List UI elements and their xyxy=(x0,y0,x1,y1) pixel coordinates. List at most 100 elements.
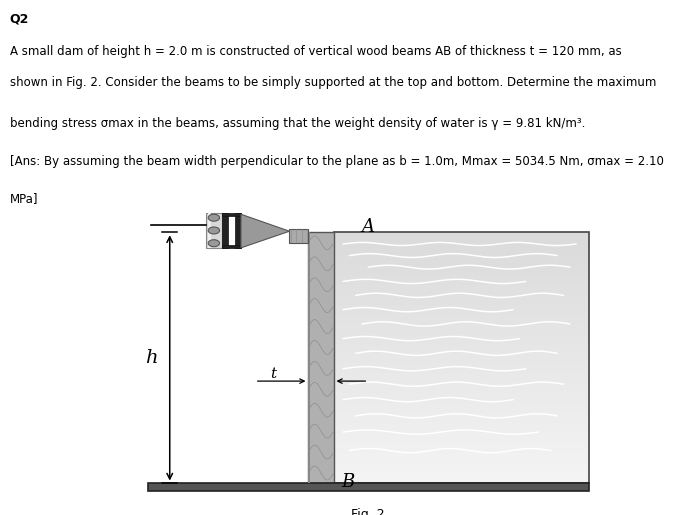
Bar xyxy=(334,455,589,458)
Bar xyxy=(334,478,589,481)
Bar xyxy=(334,355,589,358)
Bar xyxy=(148,483,589,491)
Bar xyxy=(334,428,589,431)
Text: t: t xyxy=(271,367,277,381)
Bar xyxy=(334,435,589,438)
Text: Q2: Q2 xyxy=(10,12,29,25)
Bar xyxy=(334,232,589,484)
Bar xyxy=(222,245,241,248)
Bar xyxy=(334,328,589,330)
Bar xyxy=(334,431,589,433)
Bar xyxy=(334,375,589,378)
Bar xyxy=(334,333,589,335)
Bar xyxy=(334,475,589,478)
Text: Fig. 2: Fig. 2 xyxy=(351,508,385,515)
Bar xyxy=(334,242,589,245)
Text: A small dam of height h = 2.0 m is constructed of vertical wood beams AB of thic: A small dam of height h = 2.0 m is const… xyxy=(10,45,621,58)
Bar xyxy=(334,473,589,476)
Bar xyxy=(334,471,589,473)
Bar xyxy=(334,322,589,325)
Bar xyxy=(334,245,589,248)
Bar xyxy=(208,213,212,248)
Bar xyxy=(334,400,589,403)
Bar xyxy=(334,398,589,401)
Bar xyxy=(334,337,589,340)
Bar xyxy=(334,254,589,258)
Bar xyxy=(334,312,589,315)
Bar xyxy=(334,433,589,436)
Bar xyxy=(334,377,589,381)
Bar xyxy=(334,453,589,456)
Text: h: h xyxy=(145,349,157,367)
Bar xyxy=(334,342,589,346)
Bar xyxy=(235,213,241,248)
Bar xyxy=(334,295,589,298)
Bar xyxy=(334,451,589,453)
Bar xyxy=(334,317,589,320)
Bar xyxy=(334,466,589,469)
Text: [Ans: By assuming the beam width perpendicular to the plane as b = 1.0m, Mmax = : [Ans: By assuming the beam width perpend… xyxy=(10,154,664,167)
Bar xyxy=(334,234,589,237)
Bar xyxy=(334,282,589,285)
Bar xyxy=(334,250,589,252)
Polygon shape xyxy=(241,214,290,248)
Text: bending stress σmax in the beams, assuming that the weight density of water is γ: bending stress σmax in the beams, assumi… xyxy=(10,117,585,130)
Bar xyxy=(334,272,589,275)
Bar xyxy=(334,340,589,343)
Bar xyxy=(334,418,589,421)
Bar xyxy=(334,405,589,408)
Bar xyxy=(334,395,589,398)
Bar xyxy=(334,305,589,308)
Bar xyxy=(334,415,589,418)
Bar xyxy=(334,468,589,471)
Bar xyxy=(334,360,589,363)
Bar xyxy=(334,388,589,390)
Bar xyxy=(334,265,589,268)
Bar xyxy=(334,370,589,373)
Bar xyxy=(334,443,589,446)
Bar xyxy=(334,239,589,243)
Bar xyxy=(334,440,589,443)
Bar xyxy=(206,213,222,248)
Bar xyxy=(334,460,589,464)
Bar xyxy=(334,373,589,375)
Bar xyxy=(334,403,589,406)
Bar xyxy=(308,232,334,484)
Bar xyxy=(334,237,589,240)
Bar xyxy=(334,410,589,413)
Bar xyxy=(334,270,589,272)
Bar xyxy=(334,325,589,328)
Bar xyxy=(334,448,589,451)
Bar xyxy=(308,232,310,484)
Bar xyxy=(334,300,589,303)
Bar xyxy=(290,229,308,243)
Bar xyxy=(334,262,589,265)
Bar xyxy=(334,380,589,383)
Bar xyxy=(334,297,589,300)
Bar xyxy=(334,293,589,295)
Bar xyxy=(334,480,589,484)
Bar xyxy=(222,213,241,216)
Bar xyxy=(334,287,589,290)
Bar xyxy=(334,260,589,263)
Bar xyxy=(334,368,589,370)
Bar xyxy=(334,352,589,355)
Bar xyxy=(334,365,589,368)
Bar xyxy=(334,350,589,353)
Text: MPa]: MPa] xyxy=(10,192,38,204)
Bar xyxy=(334,363,589,366)
Bar xyxy=(334,267,589,270)
Bar xyxy=(334,392,589,396)
Bar xyxy=(334,257,589,260)
Bar xyxy=(334,385,589,388)
Bar xyxy=(334,335,589,338)
Bar xyxy=(222,213,227,248)
Bar xyxy=(334,247,589,250)
Bar xyxy=(334,458,589,461)
Circle shape xyxy=(208,214,219,221)
Bar xyxy=(334,383,589,386)
Bar xyxy=(334,357,589,360)
Bar xyxy=(334,277,589,280)
Text: shown in Fig. 2. Consider the beams to be simply supported at the top and bottom: shown in Fig. 2. Consider the beams to b… xyxy=(10,76,656,89)
Circle shape xyxy=(208,227,219,234)
